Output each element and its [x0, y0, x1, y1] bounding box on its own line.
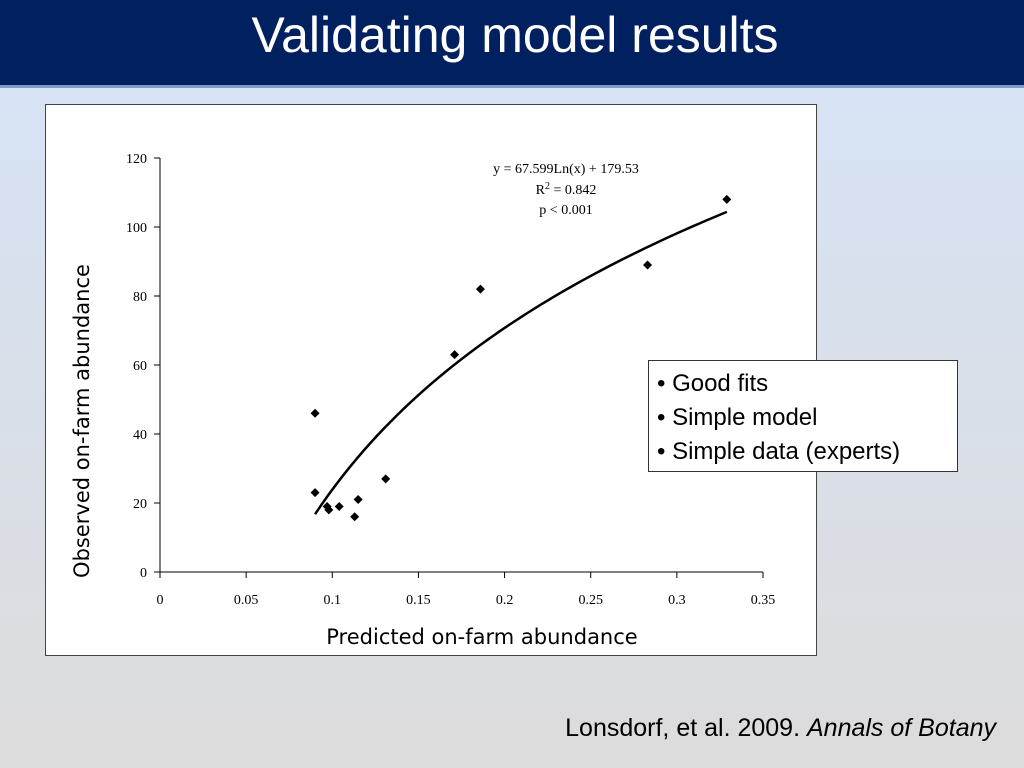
x-tick-label: 0.35 — [751, 593, 776, 608]
x-tick-label: 0.05 — [234, 593, 259, 608]
data-point — [450, 350, 460, 360]
y-tick-label: 40 — [133, 428, 147, 443]
title-bar: Validating model results — [0, 0, 1024, 88]
y-tick-label: 0 — [140, 566, 147, 581]
note-good-fits: • Good fits — [657, 370, 769, 397]
x-axis-label: Predicted on-farm abundance — [326, 625, 637, 649]
y-tick-label: 20 — [133, 497, 147, 512]
y-tick-label: 120 — [126, 152, 147, 167]
r-squared-label: R2 = 0.842 — [536, 181, 597, 198]
trendline-group — [314, 210, 728, 515]
y-axis-label: Observed on-farm abundance — [70, 264, 94, 578]
note-simple-model: • Simple model — [657, 404, 818, 431]
r-squared-symbol: R — [536, 183, 546, 198]
x-tick-label: 0.3 — [668, 593, 686, 608]
x-tick-label: 0 — [157, 593, 164, 608]
data-point — [475, 284, 485, 294]
y-tick-label: 80 — [133, 290, 147, 305]
scatter-chart: 0 20 40 60 80 100 120 0 0.05 0.1 0.15 0.2 0.25 0.3 0.3… — [70, 152, 775, 649]
trendline-equation: y = 67.599Ln(x) + 179.53 — [493, 162, 639, 177]
data-point — [310, 408, 320, 418]
y-tick-label: 100 — [126, 221, 147, 236]
trendline — [314, 210, 728, 515]
citation-authors: Lonsdorf, et al. 2009. — [565, 714, 801, 742]
r-squared-value: = 0.842 — [550, 183, 596, 198]
data-point — [324, 505, 334, 515]
chart-ticks: 0 20 40 60 80 100 120 0 0.05 0.1 0.15 0.2 0.25 0.3 0.3… — [126, 152, 775, 608]
slide-title: Validating model results — [251, 7, 779, 63]
x-tick-label: 0.1 — [324, 593, 342, 608]
notes-box: • Good fits • Simple model • Simple data… — [648, 360, 958, 472]
citation: Lonsdorf, et al. 2009. Annals of Botany — [565, 714, 996, 743]
r-squared-superscript: 2 — [545, 181, 550, 192]
x-tick-label: 0.25 — [578, 593, 603, 608]
note-simple-data: • Simple data (experts) — [657, 438, 901, 465]
data-points — [310, 194, 732, 522]
citation-journal: Annals of Botany — [806, 714, 996, 742]
data-point — [381, 474, 391, 484]
data-point — [643, 260, 653, 270]
data-point — [310, 488, 320, 498]
data-point — [334, 501, 344, 511]
data-point — [353, 495, 363, 505]
p-value-label: p < 0.001 — [539, 203, 592, 218]
x-tick-label: 0.15 — [406, 593, 431, 608]
x-tick-label: 0.2 — [496, 593, 513, 608]
data-point — [722, 194, 732, 204]
data-point — [350, 512, 360, 522]
y-tick-label: 60 — [133, 359, 147, 374]
